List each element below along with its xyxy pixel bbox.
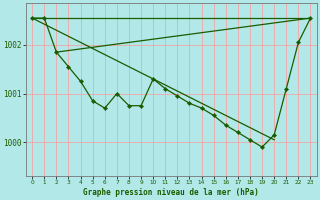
X-axis label: Graphe pression niveau de la mer (hPa): Graphe pression niveau de la mer (hPa) — [84, 188, 259, 197]
